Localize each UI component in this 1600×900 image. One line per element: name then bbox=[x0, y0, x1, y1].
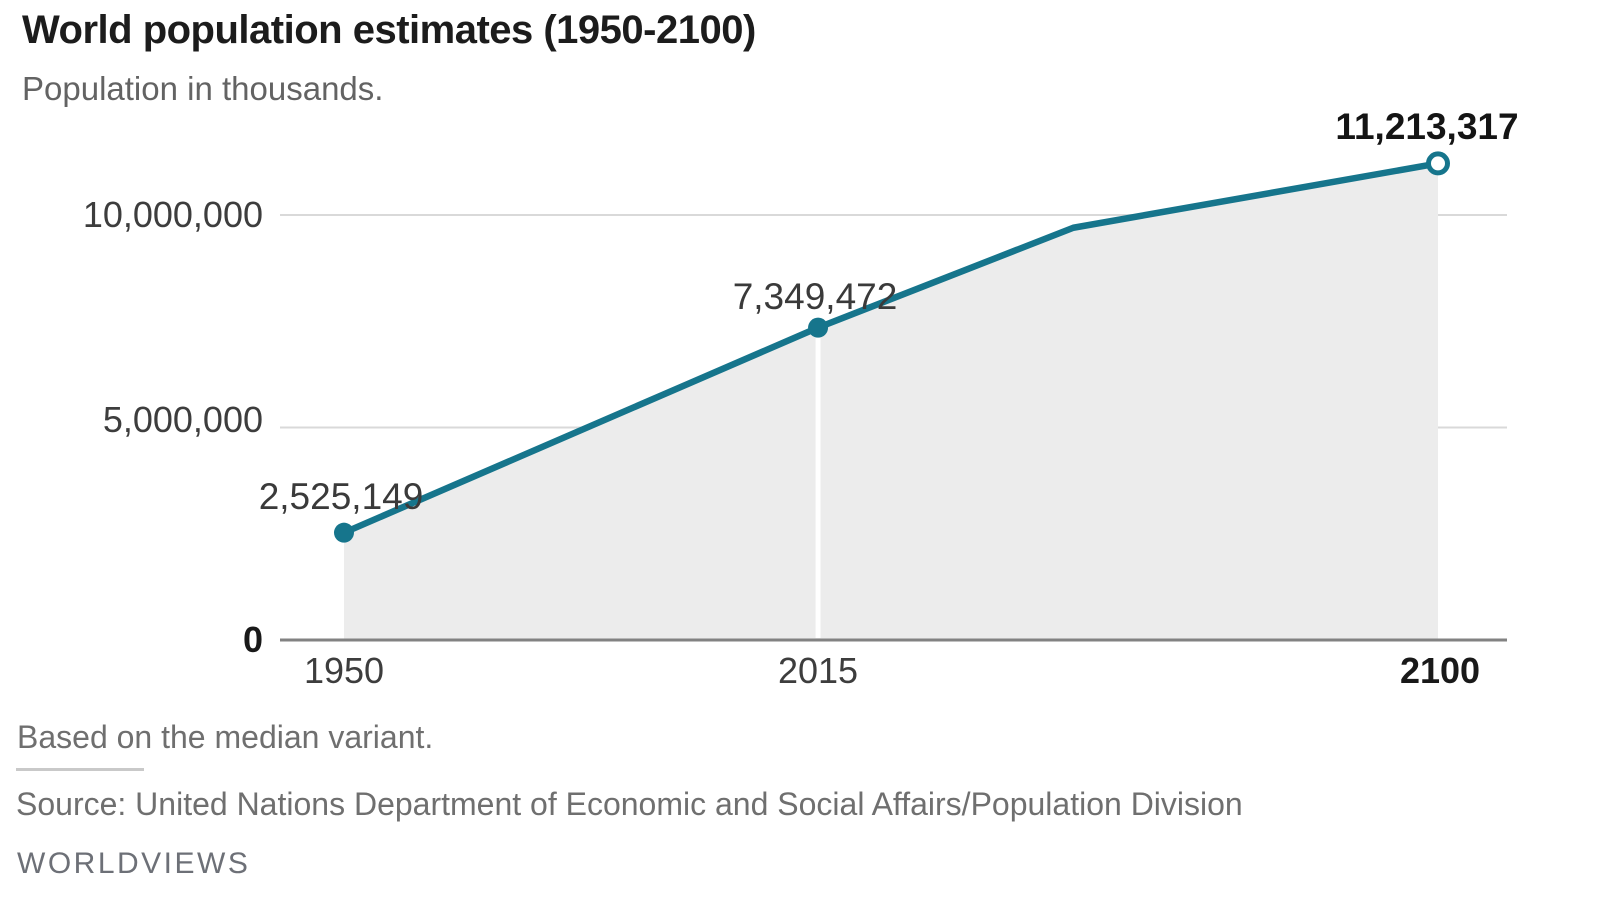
chart-subtitle: Population in thousands. bbox=[22, 70, 384, 107]
data-point-marker-2015 bbox=[808, 317, 829, 338]
data-point-label-2100: 11,213,317 bbox=[1335, 106, 1519, 147]
y-tick-label-0: 0 bbox=[242, 619, 263, 660]
data-point-label-1950: 2,525,149 bbox=[258, 476, 424, 517]
y-tick-label-10000000: 10,000,000 bbox=[82, 194, 263, 235]
footer-divider bbox=[16, 768, 144, 771]
data-point-marker-1950 bbox=[334, 522, 354, 543]
brand-label: WORLDVIEWS bbox=[17, 847, 251, 880]
x-tick-label-2100: 2100 bbox=[1399, 650, 1481, 691]
x-tick-label-2015: 2015 bbox=[777, 650, 859, 691]
x-tick-label-1950: 1950 bbox=[303, 650, 385, 691]
chart-title: World population estimates (1950-2100) bbox=[22, 8, 756, 52]
data-point-label-2015: 7,349,472 bbox=[732, 276, 898, 317]
chart-source: Source: United Nations Department of Eco… bbox=[16, 786, 1243, 822]
y-tick-label-5000000: 5,000,000 bbox=[102, 399, 263, 440]
data-point-marker-2100 bbox=[1426, 151, 1450, 176]
chart-note: Based on the median variant. bbox=[17, 719, 434, 755]
area-fill bbox=[344, 163, 1438, 640]
trend-line bbox=[340, 160, 1442, 536]
